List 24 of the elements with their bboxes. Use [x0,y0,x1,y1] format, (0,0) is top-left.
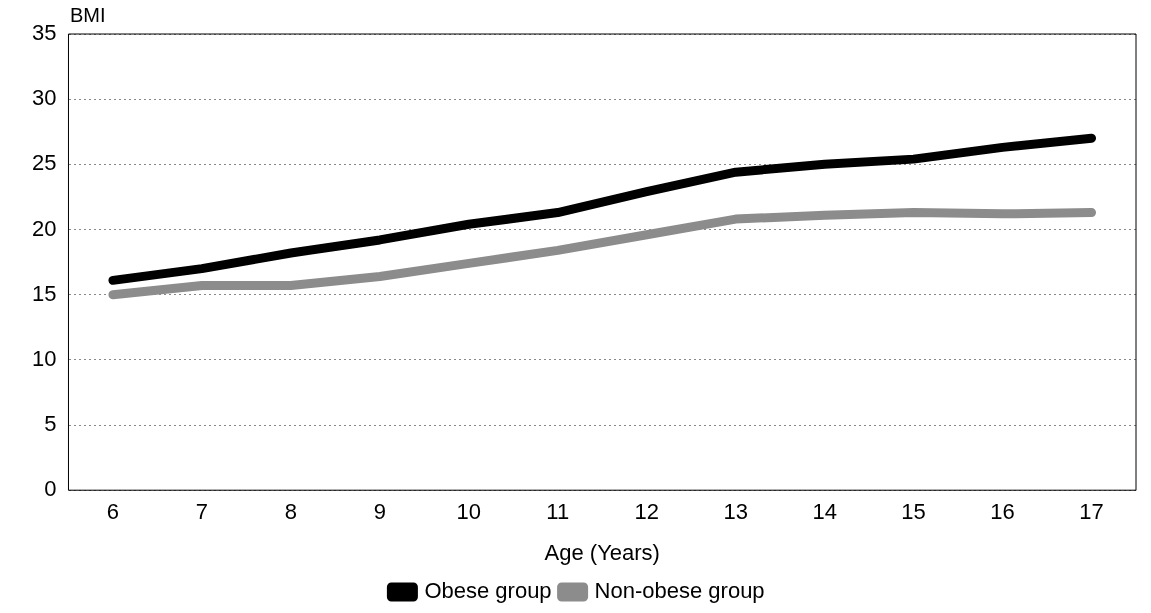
x-tick-label: 9 [373,499,386,525]
x-tick-label: 13 [723,499,748,525]
x-tick-label: 15 [901,499,926,525]
x-tick-label: 11 [546,499,570,525]
x-axis-title: Age (Years) [544,539,660,565]
y-tick-label: 5 [44,411,57,437]
y-tick-label: 0 [44,476,57,502]
x-tick-label: 10 [456,499,482,525]
y-tick-label: 35 [31,20,57,46]
legend-label: Obese group [424,578,552,604]
x-tick-label: 16 [990,499,1015,525]
x-tick-label: 12 [634,499,659,525]
x-tick-label: 8 [284,499,297,525]
legend-label: Non-obese group [594,578,765,604]
x-tick-label: 7 [195,499,209,525]
y-tick-label: 10 [31,345,57,371]
x-tick-label: 6 [106,499,120,525]
x-tick-label: 17 [1079,499,1104,525]
y-tick-label: 25 [31,150,57,176]
x-tick-label: 14 [812,499,837,525]
y-tick-label: 15 [31,280,57,306]
y-axis-title: BMI [70,4,106,27]
y-tick-label: 30 [31,85,57,111]
y-tick-label: 20 [31,215,57,241]
